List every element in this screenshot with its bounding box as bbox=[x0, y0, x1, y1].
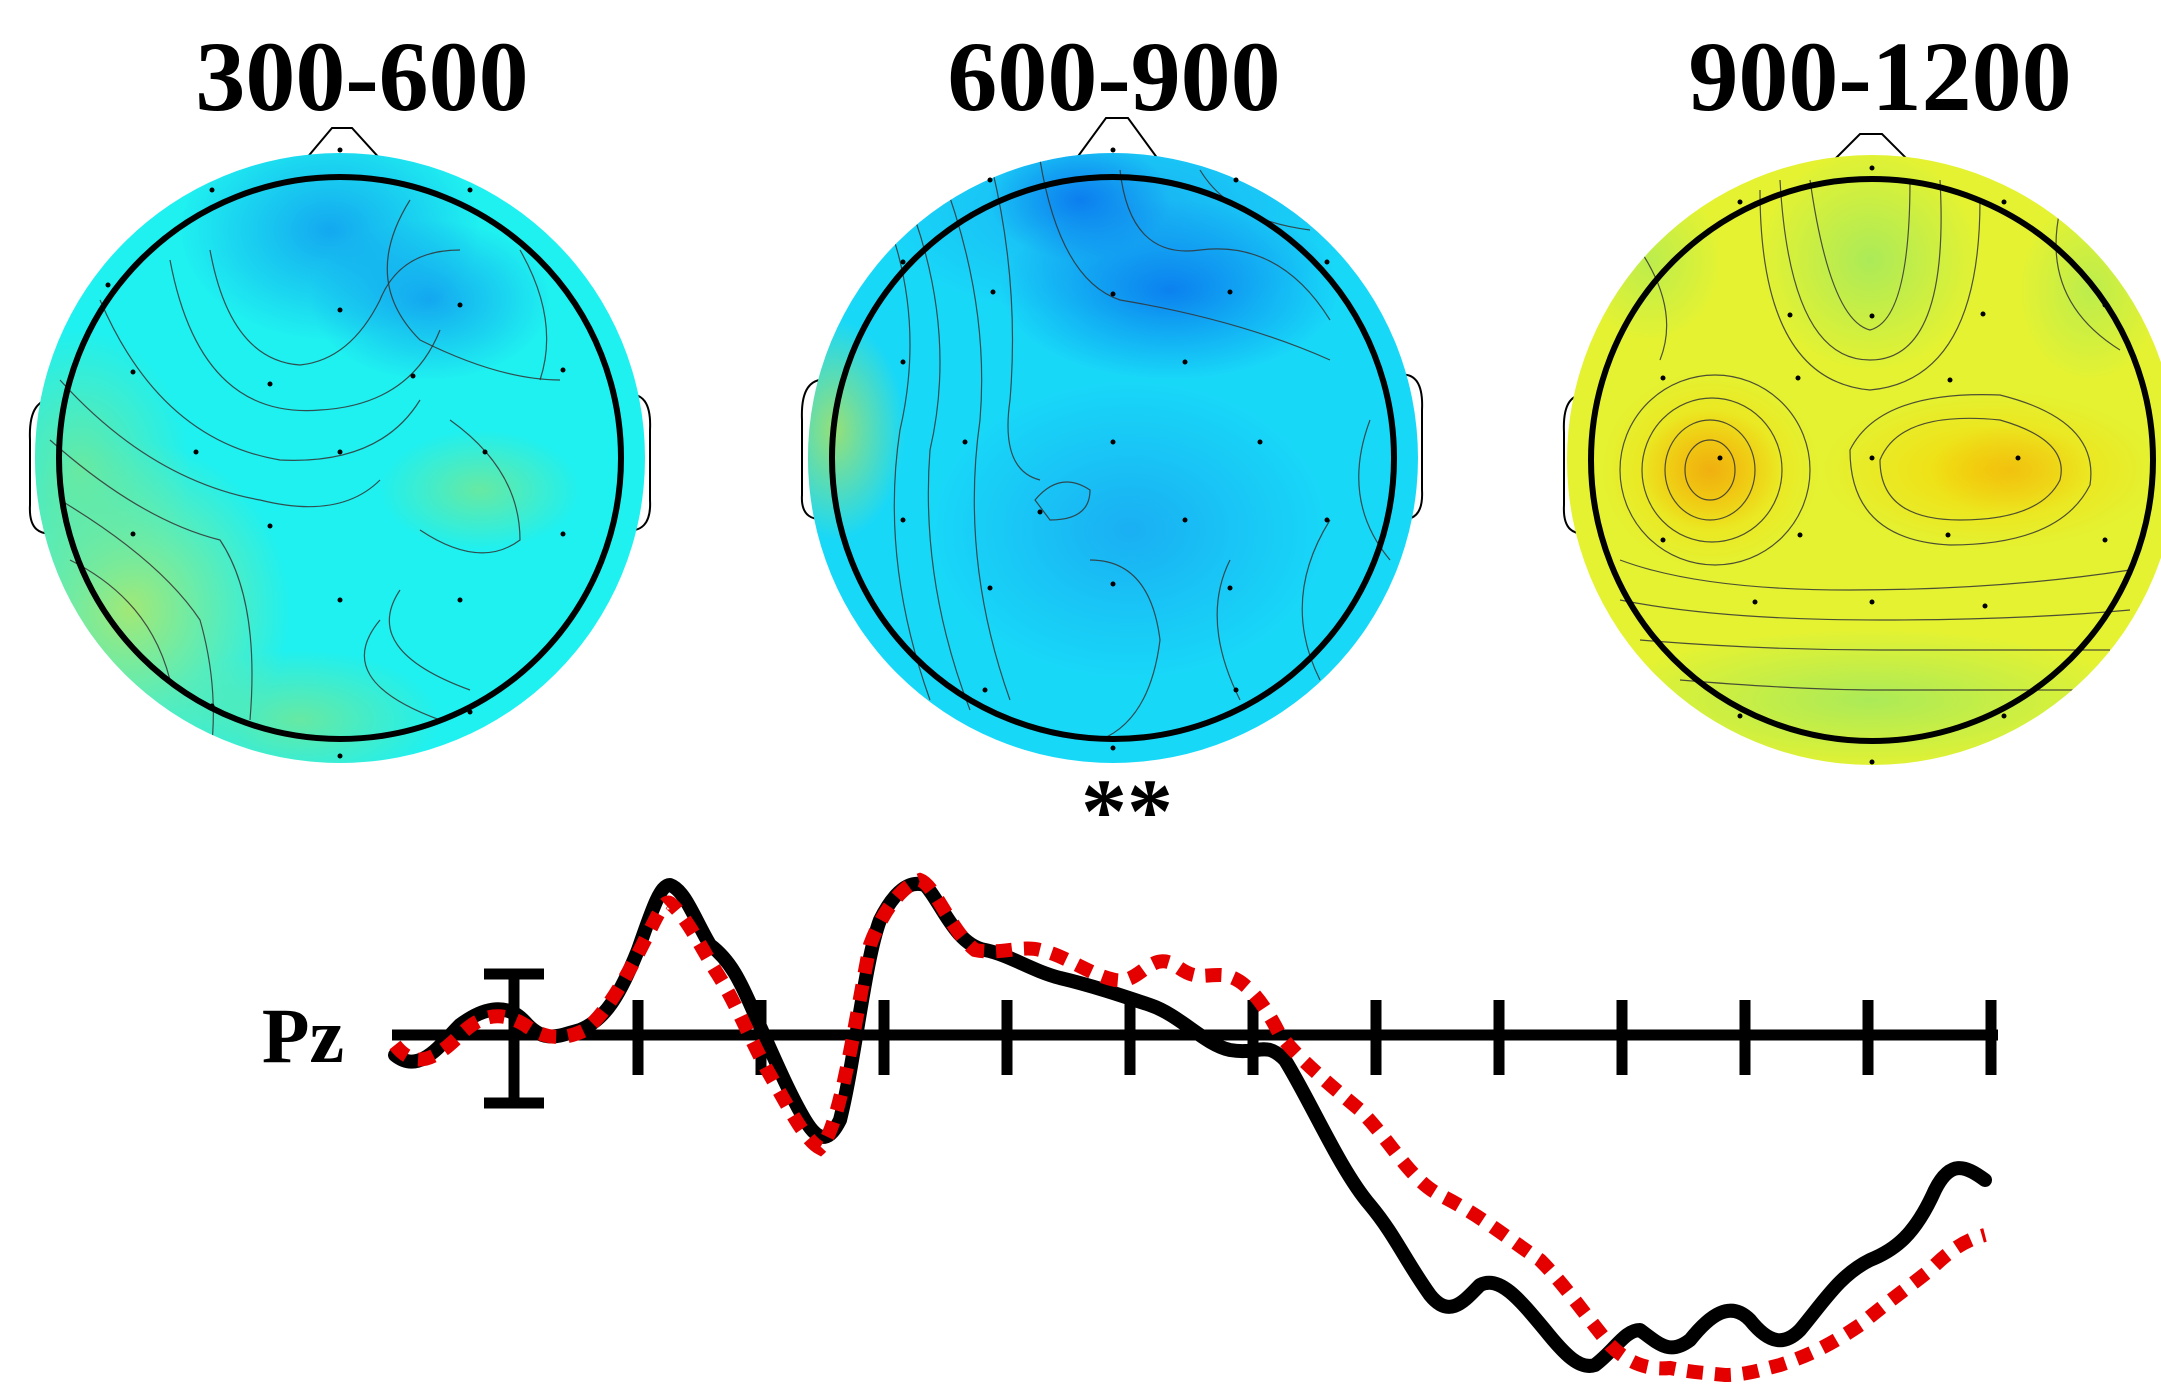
head-outline bbox=[1588, 176, 2156, 744]
head-outline bbox=[56, 174, 624, 742]
head-outline bbox=[829, 174, 1397, 742]
amplitude-scale-bar bbox=[484, 968, 544, 1109]
scalp-map bbox=[808, 153, 1418, 763]
electrodes bbox=[900, 147, 1330, 751]
topomap-900-1200: 900-1200 bbox=[1562, 21, 2161, 765]
topomap-title: 900-1200 bbox=[1688, 21, 2071, 132]
topomap-title: 600-900 bbox=[947, 21, 1280, 132]
topomap-600-900: 600-900 bbox=[800, 21, 1424, 763]
erp-plot: Pz bbox=[262, 872, 1998, 1383]
electrodes bbox=[105, 147, 566, 759]
waveform-condition-a bbox=[388, 876, 1992, 1373]
channel-label: Pz bbox=[262, 992, 344, 1079]
scalp-map bbox=[35, 153, 645, 763]
topomap-300-600: 300-600 bbox=[28, 21, 652, 763]
topomap-title: 300-600 bbox=[195, 21, 528, 132]
electrodes bbox=[1660, 165, 2108, 765]
scalp-map bbox=[1567, 155, 2161, 765]
significance-marker: ** bbox=[1081, 760, 1173, 862]
time-axis bbox=[392, 1000, 1998, 1075]
